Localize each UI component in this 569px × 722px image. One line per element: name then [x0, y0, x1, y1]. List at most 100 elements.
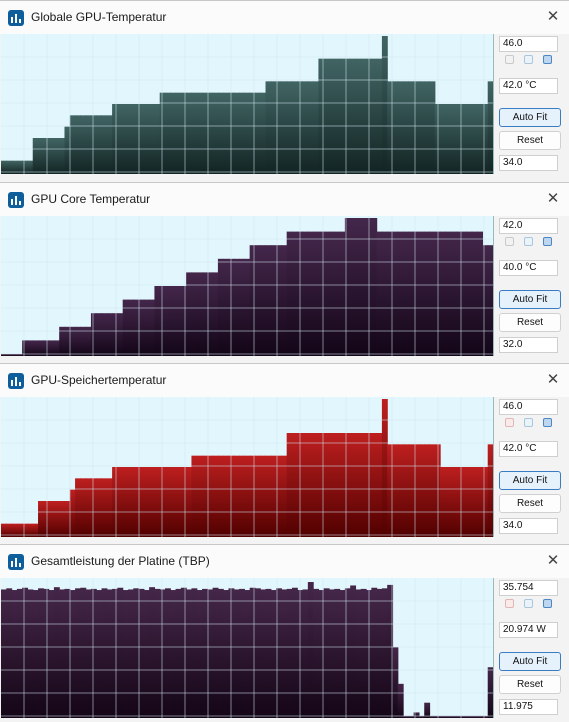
checkbox-option-1[interactable] — [505, 237, 514, 246]
data-bar — [90, 588, 97, 718]
data-bar — [27, 340, 34, 356]
data-bar — [112, 467, 118, 537]
reset-button[interactable]: Reset — [499, 675, 561, 694]
data-bar — [239, 588, 245, 718]
temperature-graph — [1, 216, 494, 356]
auto-fit-button[interactable]: Auto Fit — [499, 290, 561, 309]
data-bar — [11, 523, 18, 537]
data-bar — [149, 299, 156, 356]
checkbox-option-2[interactable] — [524, 55, 533, 64]
data-bar — [38, 138, 44, 174]
data-bar — [217, 258, 224, 356]
data-bar — [117, 467, 124, 537]
data-bar — [127, 299, 134, 356]
data-bar — [48, 590, 55, 718]
reset-button[interactable]: Reset — [499, 494, 561, 513]
data-bar — [397, 81, 404, 174]
max-value-field: 46.0 — [499, 36, 558, 52]
data-bar — [159, 467, 166, 537]
data-bar — [159, 92, 166, 174]
data-bar — [22, 587, 29, 718]
data-bar — [59, 501, 66, 537]
data-bar — [276, 81, 282, 174]
data-bar — [302, 231, 309, 356]
close-icon[interactable]: ✕ — [546, 371, 560, 388]
data-bar — [207, 92, 214, 174]
graph-canvas — [1, 216, 493, 356]
auto-fit-button[interactable]: Auto Fit — [499, 471, 561, 490]
data-bar — [291, 81, 298, 174]
data-bar — [281, 455, 288, 537]
window-title: GPU-Speichertemperatur — [31, 373, 167, 387]
title-bar: GPU-Speichertemperatur ✕ — [0, 364, 569, 397]
data-bar — [85, 326, 92, 356]
data-bar — [101, 115, 108, 174]
data-bar — [53, 340, 60, 356]
data-bar — [371, 218, 378, 356]
data-bar — [302, 433, 309, 537]
bar-chart-icon — [8, 192, 24, 208]
data-bar — [418, 231, 425, 356]
data-bar — [11, 160, 18, 174]
reset-button[interactable]: Reset — [499, 131, 561, 150]
data-bar — [217, 92, 224, 174]
temperature-graph — [1, 34, 494, 174]
close-icon[interactable]: ✕ — [546, 190, 560, 207]
data-bar — [6, 588, 13, 718]
data-bar — [191, 455, 198, 537]
data-bar — [212, 272, 219, 356]
data-bar — [276, 455, 282, 537]
data-bar — [487, 444, 493, 537]
checkbox-option-1[interactable] — [505, 418, 514, 427]
checkbox-option-2[interactable] — [524, 237, 533, 246]
data-bar — [53, 587, 60, 718]
checkbox-option-3[interactable] — [543, 237, 552, 246]
auto-fit-button[interactable]: Auto Fit — [499, 108, 561, 127]
data-bar — [445, 104, 452, 174]
checkbox-option-1[interactable] — [505, 55, 514, 64]
data-bar — [223, 258, 230, 356]
data-bar — [165, 92, 171, 174]
data-bar — [418, 715, 425, 718]
title-bar: Globale GPU-Temperatur ✕ — [0, 1, 569, 34]
data-bar — [159, 589, 166, 718]
data-bar — [85, 589, 92, 718]
data-bar — [106, 478, 113, 537]
reset-button[interactable]: Reset — [499, 313, 561, 332]
checkbox-option-3[interactable] — [543, 599, 552, 608]
data-bar — [101, 588, 108, 718]
close-icon[interactable]: ✕ — [546, 8, 560, 25]
checkbox-option-1[interactable] — [505, 599, 514, 608]
checkbox-option-2[interactable] — [524, 418, 533, 427]
data-bar — [186, 92, 193, 174]
data-bar — [191, 588, 198, 718]
data-bar — [186, 467, 193, 537]
data-bar — [69, 489, 76, 537]
data-bar — [69, 590, 76, 718]
max-value-field: 42.0 — [499, 218, 558, 234]
data-bar — [59, 589, 66, 718]
data-bar — [482, 104, 489, 174]
checkbox-option-3[interactable] — [543, 418, 552, 427]
data-bar — [59, 138, 66, 174]
data-bar — [127, 104, 134, 174]
data-bar — [90, 313, 97, 356]
checkbox-option-3[interactable] — [543, 55, 552, 64]
data-bar — [138, 104, 145, 174]
data-bar — [217, 455, 224, 537]
data-bar — [360, 218, 367, 356]
data-bar — [397, 231, 404, 356]
checkbox-option-2[interactable] — [524, 599, 533, 608]
side-panel: 35.754 20.974 W Auto Fit Reset 11.975 — [497, 578, 569, 718]
data-bar — [450, 231, 457, 356]
data-bar — [344, 58, 351, 174]
close-icon[interactable]: ✕ — [546, 552, 560, 569]
data-bar — [159, 286, 166, 356]
data-bar — [276, 588, 282, 718]
data-bar — [440, 104, 446, 174]
data-bar — [244, 258, 251, 356]
auto-fit-button[interactable]: Auto Fit — [499, 652, 561, 671]
data-bar — [424, 702, 431, 718]
data-bar — [1, 160, 7, 174]
side-panel: 42.0 40.0 °C Auto Fit Reset 32.0 — [497, 216, 569, 356]
